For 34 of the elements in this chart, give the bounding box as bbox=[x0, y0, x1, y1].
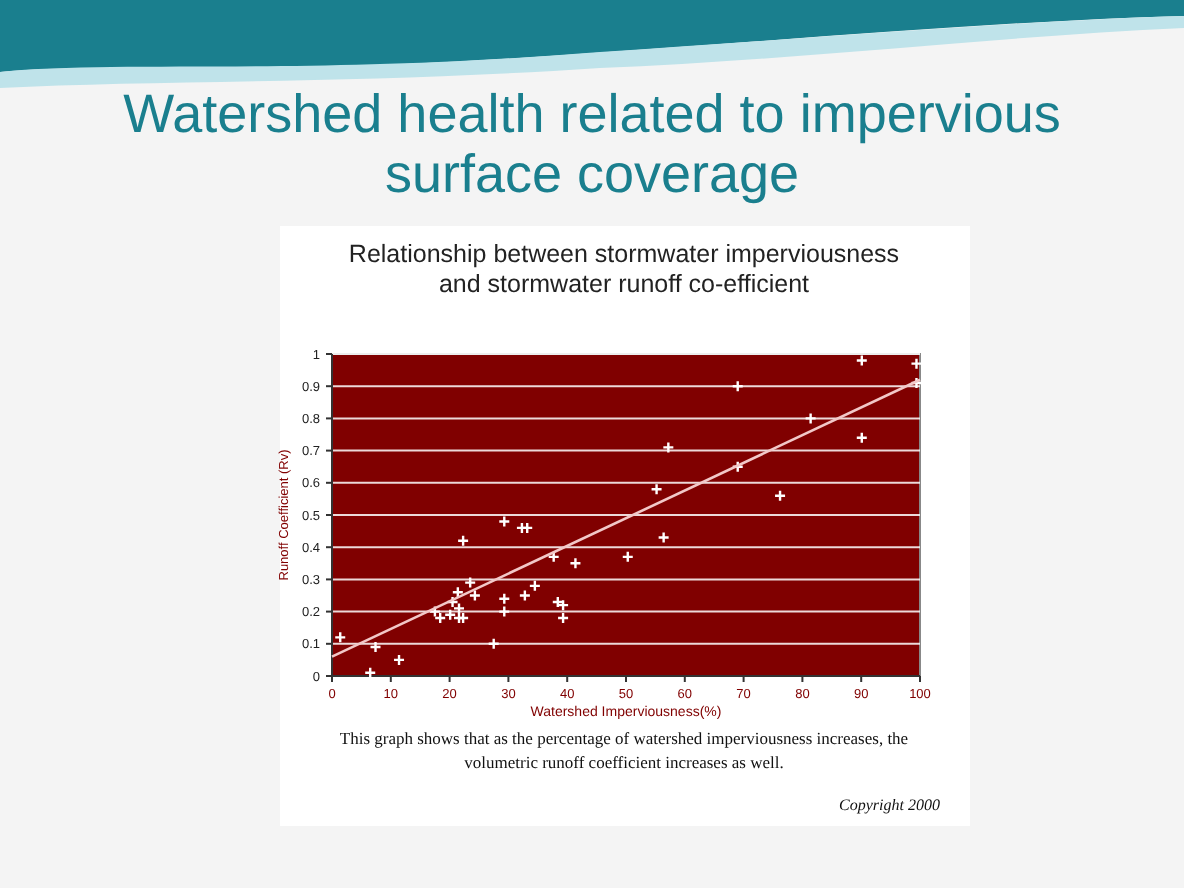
point bbox=[446, 595, 459, 609]
point bbox=[657, 531, 670, 544]
point bbox=[556, 611, 570, 625]
text: This graph shows that as the percentage of watershed imperviousness increases, the volumetric runoff coefficient increases as well. bbox=[339, 728, 909, 772]
point bbox=[433, 611, 447, 625]
point bbox=[855, 354, 868, 367]
chart-subtitle: Relationship between stormwater imperviousness and stormwater runoff co-efficient bbox=[348, 240, 900, 298]
point bbox=[518, 589, 532, 602]
point bbox=[369, 640, 382, 654]
point bbox=[498, 515, 511, 528]
point bbox=[487, 637, 500, 650]
text: Copyright 2000 bbox=[839, 796, 940, 814]
point bbox=[855, 431, 868, 444]
point bbox=[547, 550, 560, 564]
point bbox=[662, 441, 675, 454]
point bbox=[334, 631, 347, 644]
point bbox=[650, 483, 663, 496]
point bbox=[498, 605, 511, 618]
point bbox=[463, 576, 477, 589]
point bbox=[428, 605, 442, 618]
point bbox=[521, 521, 534, 535]
point bbox=[804, 412, 817, 425]
point bbox=[392, 653, 406, 667]
point bbox=[731, 380, 744, 393]
point bbox=[569, 557, 582, 570]
point bbox=[498, 592, 511, 605]
chart-title: Watershed health related to impervious surface coverage bbox=[123, 84, 1061, 204]
point bbox=[456, 534, 470, 547]
point bbox=[551, 595, 564, 609]
point bbox=[451, 586, 465, 599]
point bbox=[468, 589, 482, 602]
point bbox=[773, 489, 787, 502]
point bbox=[528, 579, 542, 593]
point bbox=[621, 550, 634, 564]
